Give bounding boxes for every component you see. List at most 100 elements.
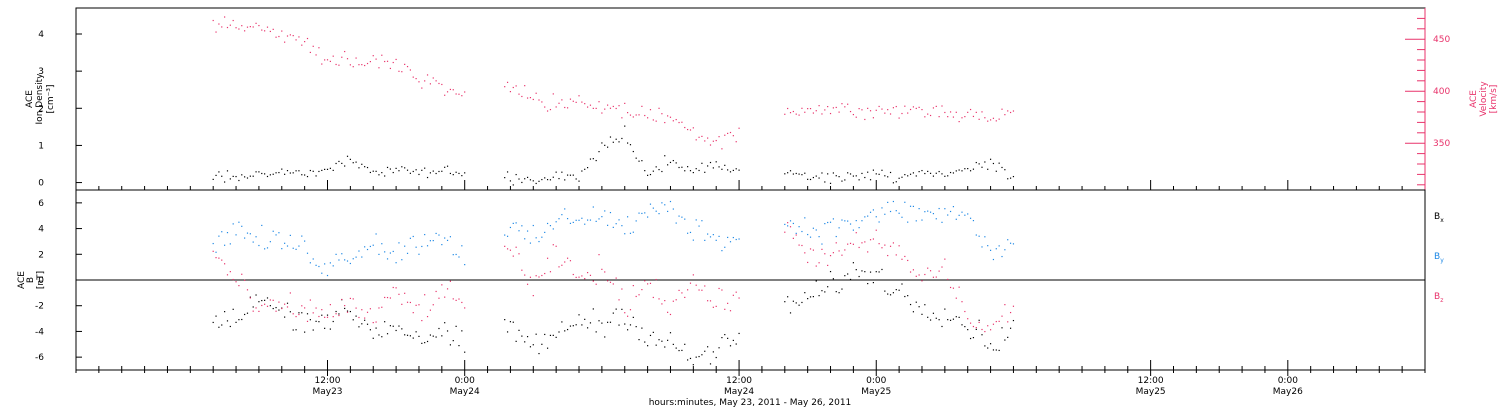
data-point-ion-density <box>604 144 606 146</box>
data-point-ion-density <box>627 142 629 144</box>
data-point-by <box>921 219 923 221</box>
data-point-velocity <box>564 106 566 109</box>
data-point-bx <box>538 352 540 355</box>
data-point-ion-density <box>829 182 832 184</box>
data-point-by <box>681 216 683 218</box>
data-point-bz <box>815 265 817 267</box>
data-point-ion-density <box>612 141 614 143</box>
data-point-velocity <box>712 140 714 142</box>
data-point-ion-density <box>561 171 563 173</box>
data-point-velocity <box>275 36 277 38</box>
data-point-ion-density <box>395 167 397 169</box>
data-point-bx <box>964 326 966 328</box>
data-point-velocity <box>952 116 955 118</box>
data-point-ion-density <box>998 162 1000 164</box>
data-point-by <box>789 220 792 222</box>
data-point-bx <box>438 327 440 330</box>
data-point-by <box>821 243 823 245</box>
data-point-bx <box>592 308 594 310</box>
data-point-by <box>904 201 906 203</box>
data-point-bx <box>621 308 623 310</box>
data-point-bz <box>601 268 603 270</box>
data-point-velocity <box>647 117 649 119</box>
data-point-velocity <box>649 109 652 111</box>
data-point-bx <box>544 333 546 336</box>
data-point-by <box>735 238 737 241</box>
data-point-bx <box>458 345 460 347</box>
data-point-bx <box>366 323 369 325</box>
data-point-by <box>581 217 583 219</box>
data-point-bx <box>955 316 957 318</box>
data-point-by <box>684 218 686 220</box>
data-point-velocity <box>701 135 703 137</box>
data-point-by <box>812 227 814 229</box>
data-point-velocity <box>432 77 434 79</box>
data-point-velocity <box>569 98 572 100</box>
data-point-bz <box>426 315 429 318</box>
data-point-velocity <box>321 63 323 65</box>
data-point-bx <box>449 344 451 346</box>
data-point-bx <box>512 321 514 323</box>
data-point-velocity <box>252 26 254 28</box>
data-point-velocity <box>515 85 517 87</box>
data-point-bz <box>689 282 692 284</box>
data-point-by <box>564 208 566 210</box>
data-point-ion-density <box>255 171 257 173</box>
data-point-bx <box>858 275 860 278</box>
data-point-bx <box>804 292 806 294</box>
data-point-ion-density <box>815 175 817 177</box>
data-point-velocity <box>935 105 937 107</box>
data-point-by <box>398 242 400 244</box>
data-point-bx <box>421 342 423 344</box>
data-point-bx <box>915 301 917 303</box>
data-point-velocity <box>392 61 394 64</box>
data-point-bz <box>647 283 649 285</box>
data-point-velocity <box>335 63 337 66</box>
data-point-bz <box>409 301 411 304</box>
data-point-by <box>884 213 886 215</box>
data-point-velocity <box>244 30 246 32</box>
data-point-bx <box>835 291 837 293</box>
data-point-by <box>967 213 969 215</box>
data-point-bx <box>889 294 892 296</box>
data-point-velocity <box>344 50 346 53</box>
data-point-by <box>869 211 872 213</box>
data-point-velocity <box>318 47 320 49</box>
data-point-bz <box>829 255 832 257</box>
data-point-bx <box>829 270 832 273</box>
data-point-velocity <box>421 87 423 89</box>
data-point-velocity <box>955 111 957 113</box>
data-point-bz <box>569 260 572 262</box>
data-point-by <box>927 210 929 212</box>
data-point-by <box>661 202 663 204</box>
data-point-velocity <box>592 107 594 109</box>
data-point-by <box>344 259 346 261</box>
data-point-by <box>249 233 251 235</box>
data-point-by <box>438 234 440 236</box>
density-tick-label: 0 <box>38 179 44 189</box>
data-point-bz <box>444 296 446 298</box>
data-point-bx <box>738 332 740 335</box>
data-point-ion-density <box>721 168 723 170</box>
data-point-velocity <box>404 63 406 65</box>
data-point-velocity <box>258 24 260 27</box>
velocity-tick-label: 400 <box>1433 87 1450 97</box>
data-point-velocity <box>872 117 874 119</box>
data-point-bz <box>952 287 955 289</box>
data-point-bx <box>681 349 683 352</box>
data-point-bx <box>689 357 692 360</box>
data-point-ion-density <box>412 170 414 173</box>
data-point-by <box>458 256 460 258</box>
data-point-bx <box>572 325 574 327</box>
data-point-ion-density <box>784 173 786 175</box>
data-point-bz <box>512 255 514 257</box>
data-point-ion-density <box>955 170 957 172</box>
data-point-by <box>255 236 257 238</box>
data-point-bz <box>549 271 552 273</box>
field-time-ticks <box>75 360 1426 376</box>
data-point-velocity <box>212 19 214 22</box>
data-point-by <box>818 236 820 238</box>
data-point-ion-density <box>306 175 309 178</box>
data-point-by <box>269 241 271 243</box>
